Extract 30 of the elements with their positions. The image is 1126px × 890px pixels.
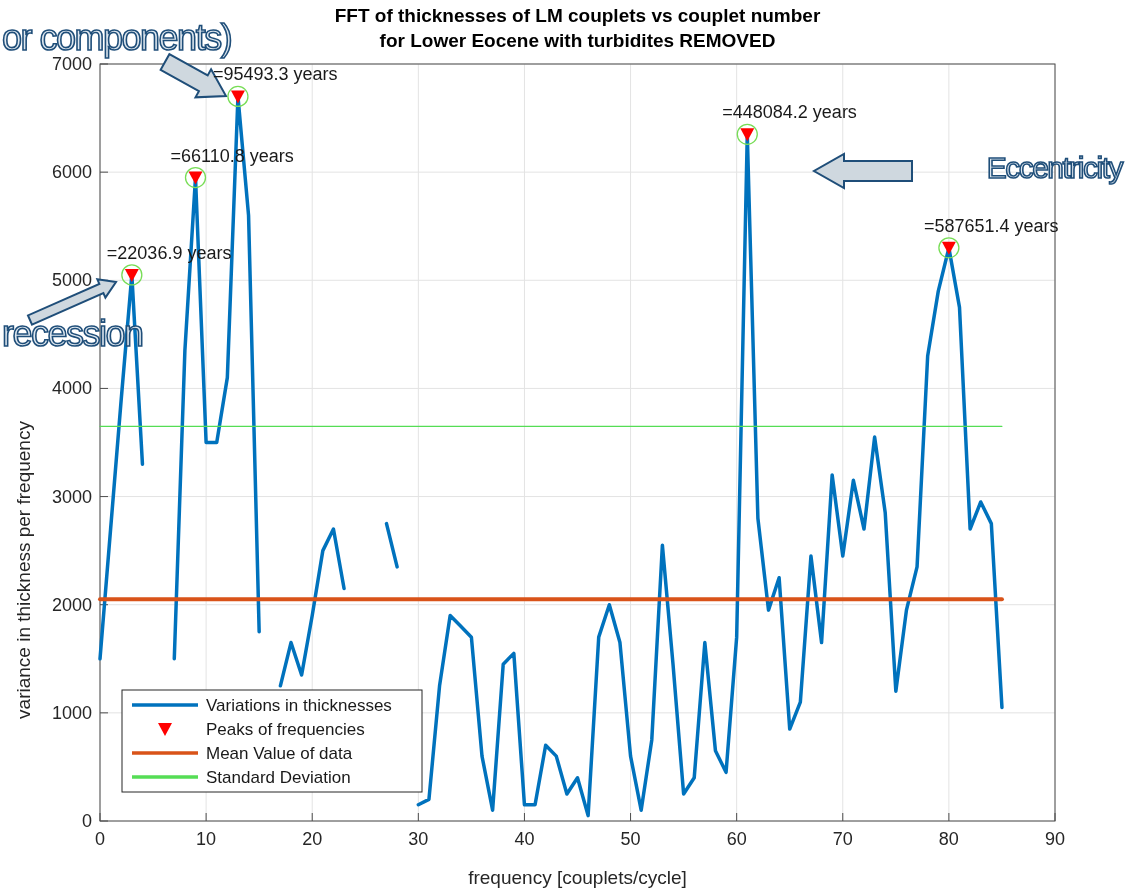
annotation: =587651.4 years [923,215,1059,236]
x-tick-label: 20 [302,829,323,849]
legend-label: Peaks of frequencies [206,720,365,739]
legend-label: Mean Value of data [206,744,353,763]
point [227,85,249,108]
y-axis-title: variance in thickness per frequency [13,420,34,719]
y-tick-label: 3000 [51,486,92,507]
x-tick-label: 0 [94,829,106,849]
y-tick-label: 6000 [51,162,92,183]
x-tick-label: 40 [514,829,535,849]
x-axis-title: frequency [couplets/cycle] [468,867,687,888]
x-tick-label: 50 [620,829,641,849]
y-tick-label: 4000 [51,378,92,399]
x-tick-label: 70 [832,829,853,849]
x-tick-label: 30 [408,829,429,849]
annotation: =448084.2 years [722,102,857,123]
x-tick-label: 90 [1044,829,1066,849]
y-tick-label: 2000 [51,594,92,615]
point [736,123,758,145]
chart-title: FFT of thicknesses of LM couplets vs couplet number for Lower Eocene with turbidites REMOVED [334,5,821,51]
y-tick-label: 0 [81,811,92,831]
point [184,166,207,189]
y-tick-label: 1000 [51,702,92,723]
x-tick-label: 80 [938,829,959,849]
x-tick-label: 10 [196,829,217,849]
y-tick-label: 5000 [51,270,92,291]
legend-label: Standard Deviation [206,768,351,787]
legend-label: Variations in thicknesses [206,696,392,715]
annotation: =95493.3 years [212,64,338,85]
x-tick-label: 60 [726,829,747,849]
